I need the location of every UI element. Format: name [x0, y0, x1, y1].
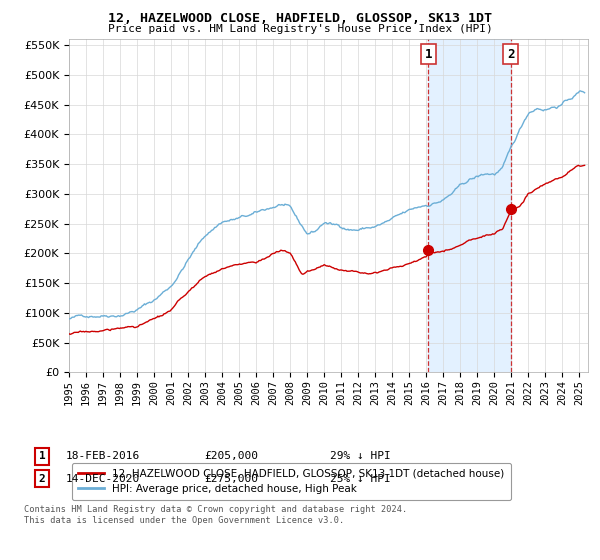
Text: 2: 2 [507, 48, 514, 60]
Text: 1: 1 [38, 451, 46, 461]
Text: 2: 2 [38, 474, 46, 484]
Text: 12, HAZELWOOD CLOSE, HADFIELD, GLOSSOP, SK13 1DT: 12, HAZELWOOD CLOSE, HADFIELD, GLOSSOP, … [108, 12, 492, 25]
Bar [428, 39, 511, 372]
Text: Price paid vs. HM Land Registry's House Price Index (HPI): Price paid vs. HM Land Registry's House … [107, 24, 493, 34]
Text: 14-DEC-2020: 14-DEC-2020 [66, 474, 140, 484]
Text: 18-FEB-2016: 18-FEB-2016 [66, 451, 140, 461]
Text: 1: 1 [425, 48, 432, 60]
Text: £205,000: £205,000 [204, 451, 258, 461]
Text: Contains HM Land Registry data © Crown copyright and database right 2024.
This d: Contains HM Land Registry data © Crown c… [24, 505, 407, 525]
Text: 25% ↓ HPI: 25% ↓ HPI [330, 474, 391, 484]
Text: £275,000: £275,000 [204, 474, 258, 484]
Legend: 12, HAZELWOOD CLOSE, HADFIELD, GLOSSOP, SK13 1DT (detached house), HPI: Average : 12, HAZELWOOD CLOSE, HADFIELD, GLOSSOP, … [71, 463, 511, 500]
Text: 29% ↓ HPI: 29% ↓ HPI [330, 451, 391, 461]
